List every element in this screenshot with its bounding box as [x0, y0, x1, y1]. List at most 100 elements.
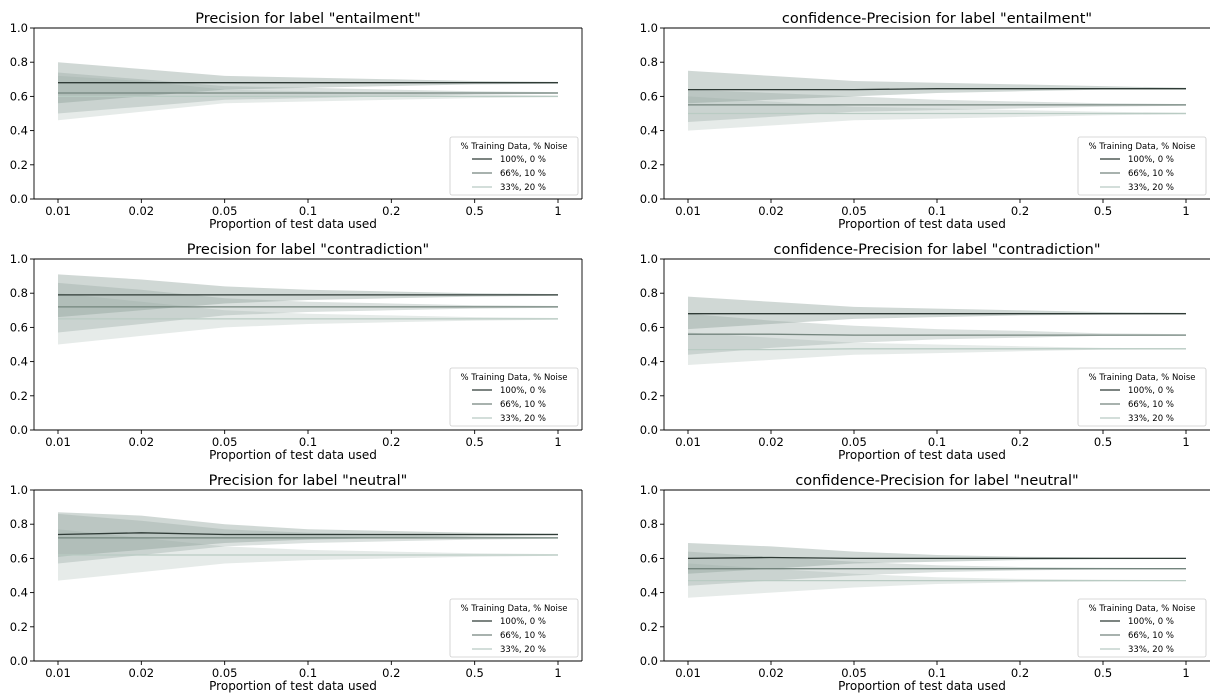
legend-box	[449, 136, 579, 196]
legend: % Training Data, % Noise 100%, 0 % 66%, 10…	[1077, 136, 1207, 196]
y-tick-label: 0.2	[640, 620, 658, 634]
confidence-band	[58, 75, 558, 121]
series-line	[57, 532, 558, 536]
y-tick-label: 1.0	[10, 483, 28, 497]
y-tick-label: 0.2	[10, 620, 28, 634]
y-tick-label: 1.0	[640, 21, 658, 35]
series-line	[688, 88, 1186, 91]
x-tick-label: 0.01	[45, 204, 71, 218]
x-tick-label: 0.2	[382, 435, 400, 449]
series-line	[688, 348, 1186, 351]
legend-entry: 66%, 10 %	[1128, 169, 1174, 179]
legend-entry: 33%, 20 %	[1128, 183, 1174, 193]
legend-entry: 100%, 0 %	[1128, 155, 1174, 165]
chart-title: Precision for label "contradiction"	[187, 242, 429, 258]
y-tick-label: 0.0	[640, 192, 658, 206]
x-tick-label: 1	[1182, 666, 1189, 680]
y-tick-label: 0.8	[640, 517, 658, 531]
x-axis-label: Proportion of test data used	[209, 448, 377, 462]
y-tick-label: 0.2	[10, 389, 28, 403]
legend-entry: 100%, 0 %	[500, 386, 546, 396]
y-tick-label: 0.8	[10, 517, 28, 531]
x-tick-label: 0.02	[129, 204, 155, 218]
legend-entry: 100%, 0 %	[1128, 617, 1174, 627]
legend-entry: 66%, 10 %	[1128, 400, 1174, 410]
x-tick-label: 0.5	[466, 204, 484, 218]
legend-title: % Training Data, % Noise	[1088, 604, 1195, 614]
legend-title: % Training Data, % Noise	[460, 142, 567, 152]
x-tick-label: 0.05	[841, 204, 867, 218]
series-line	[688, 333, 1186, 336]
y-tick-label: 0.0	[640, 423, 658, 437]
x-tick-label: 0.05	[212, 204, 238, 218]
y-tick-label: 0.4	[640, 355, 658, 369]
x-tick-label: 0.05	[841, 435, 867, 449]
x-axis-label: Proportion of test data used	[838, 679, 1006, 693]
x-tick-label: 0.02	[129, 666, 155, 680]
legend-box	[449, 598, 579, 658]
confidence-band	[688, 70, 1186, 104]
x-tick-label: 0.02	[758, 435, 784, 449]
chart-title: confidence-Precision for label "neutral"	[795, 473, 1078, 489]
confidence-band	[688, 296, 1186, 330]
y-tick-label: 1.0	[10, 21, 28, 35]
chart-title: confidence-Precision for label "entailme…	[782, 11, 1092, 27]
x-tick-label: 0.5	[466, 666, 484, 680]
y-tick-label: 0.0	[10, 192, 28, 206]
x-tick-label: 0.01	[675, 666, 701, 680]
legend-entry: 66%, 10 %	[500, 631, 546, 641]
y-tick-label: 0.6	[640, 551, 658, 565]
chart-title: Precision for label "entailment"	[195, 11, 421, 27]
legend-title: % Training Data, % Noise	[1088, 142, 1195, 152]
legend-title: % Training Data, % Noise	[1088, 373, 1195, 383]
x-tick-label: 0.1	[928, 204, 946, 218]
y-tick-label: 0.4	[640, 124, 658, 138]
x-tick-label: 0.05	[841, 666, 867, 680]
x-tick-label: 0.2	[1011, 666, 1029, 680]
legend-entry: 33%, 20 %	[500, 183, 546, 193]
y-tick-label: 0.2	[640, 158, 658, 172]
x-tick-label: 0.2	[382, 204, 400, 218]
y-tick-label: 0.8	[10, 55, 28, 69]
x-tick-label: 0.1	[299, 204, 317, 218]
y-tick-label: 1.0	[640, 252, 658, 266]
x-tick-label: 0.1	[299, 666, 317, 680]
y-tick-label: 0.8	[640, 55, 658, 69]
y-tick-label: 0.4	[640, 586, 658, 600]
x-tick-label: 0.02	[758, 204, 784, 218]
y-tick-label: 0.4	[10, 586, 28, 600]
y-tick-label: 1.0	[640, 483, 658, 497]
x-tick-label: 0.5	[466, 435, 484, 449]
x-tick-label: 1	[554, 204, 561, 218]
x-axis-label: Proportion of test data used	[209, 679, 377, 693]
legend-box	[1077, 367, 1207, 427]
chart-title: confidence-Precision for label "contradi…	[773, 242, 1100, 258]
legend: % Training Data, % Noise 100%, 0 % 66%, 10…	[449, 367, 579, 427]
chart-panel: confidence-Precision for label "entailme…	[640, 11, 1210, 231]
y-tick-label: 0.2	[10, 158, 28, 172]
x-tick-label: 0.5	[1094, 204, 1112, 218]
y-tick-label: 0.6	[10, 320, 28, 334]
x-tick-label: 0.01	[45, 435, 71, 449]
legend-title: % Training Data, % Noise	[460, 373, 567, 383]
x-tick-label: 1	[554, 666, 561, 680]
legend-entry: 100%, 0 %	[500, 617, 546, 627]
y-tick-label: 0.6	[640, 89, 658, 103]
x-tick-label: 0.01	[675, 435, 701, 449]
y-tick-label: 0.8	[10, 286, 28, 300]
x-axis-label: Proportion of test data used	[838, 217, 1006, 231]
x-tick-label: 0.2	[1011, 435, 1029, 449]
y-tick-label: 0.2	[640, 389, 658, 403]
legend-title: % Training Data, % Noise	[460, 604, 567, 614]
legend-entry: 66%, 10 %	[500, 400, 546, 410]
y-tick-label: 0.6	[10, 89, 28, 103]
y-tick-label: 0.6	[640, 320, 658, 334]
x-tick-label: 1	[1182, 435, 1189, 449]
legend-entry: 33%, 20 %	[1128, 414, 1174, 424]
x-tick-label: 1	[1182, 204, 1189, 218]
x-tick-label: 0.01	[45, 666, 71, 680]
x-axis-label: Proportion of test data used	[209, 217, 377, 231]
legend-entry: 66%, 10 %	[500, 169, 546, 179]
chart-panel: Precision for label "neutral" 0.0 0.2 0.4 0.…	[10, 473, 583, 693]
